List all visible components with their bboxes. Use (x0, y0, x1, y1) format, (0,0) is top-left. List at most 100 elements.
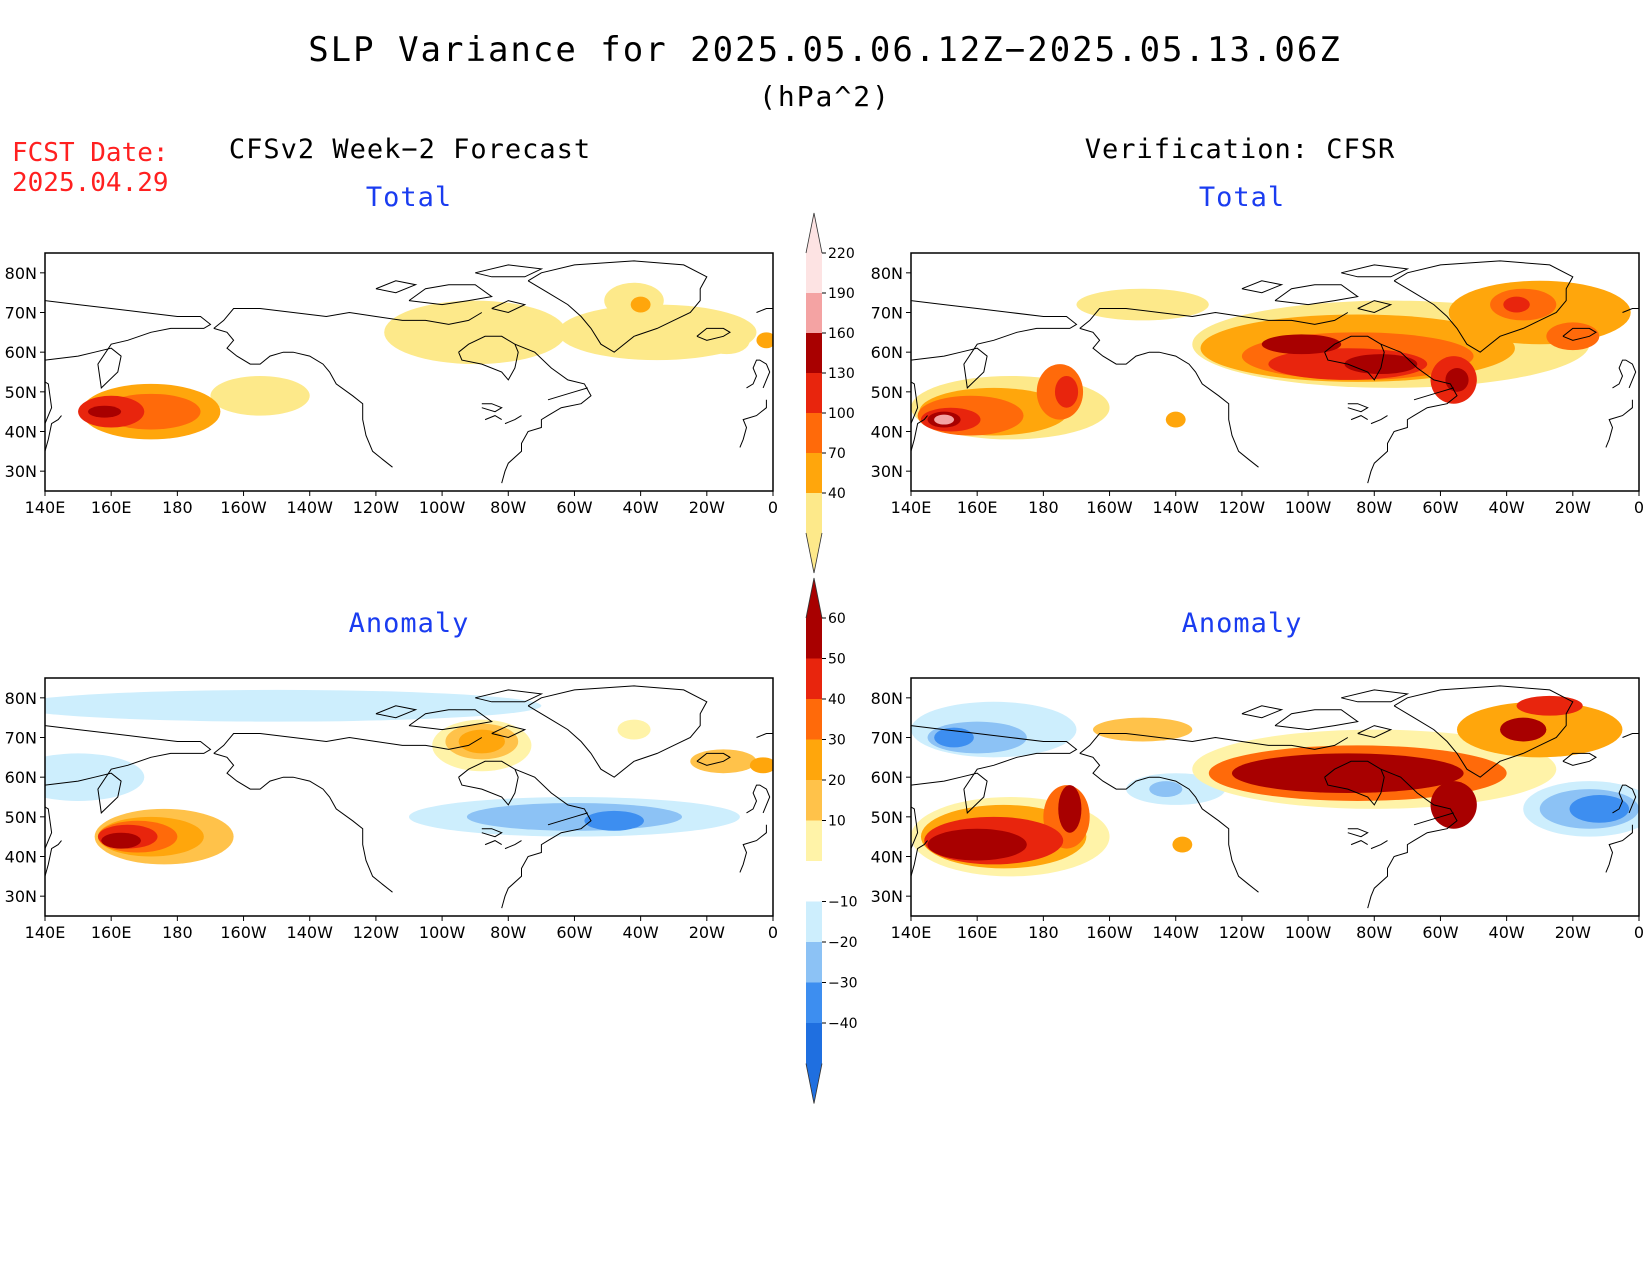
lon-label: 40W (623, 498, 659, 517)
shaded-region (1149, 781, 1183, 797)
colorbar-label: 40 (828, 692, 846, 708)
verification-column-title: Verification: CFSR (1084, 134, 1396, 165)
lon-label: 160E (957, 923, 998, 942)
coastline (45, 300, 212, 424)
verification-total-shading (911, 253, 1639, 491)
verification-total-panel: 140E 160E 180 160W 140W 120W 100W 80W 60W 40W 20W 0… (871, 252, 1644, 517)
shaded-region (1076, 288, 1209, 321)
lon-label: 80W (1356, 498, 1392, 517)
coastline (527, 260, 708, 353)
coastline (1347, 403, 1369, 413)
coastline (1324, 335, 1385, 381)
lon-label: 160W (220, 498, 267, 517)
total-colorbar-box (806, 373, 822, 413)
lon-label: 180 (1028, 498, 1059, 517)
coastline (911, 840, 928, 877)
lon-label: 140E (25, 923, 66, 942)
coastline (1079, 733, 1349, 754)
colorbar-label: 50 (828, 652, 846, 668)
colorbar-label: −20 (828, 935, 858, 951)
coastline (1370, 840, 1388, 850)
total-colorbar-box (806, 293, 822, 333)
total-colorbar-box (806, 493, 822, 533)
colorbar-label: 70 (828, 446, 846, 462)
lat-label: 70N (5, 304, 37, 323)
shaded-region (1344, 354, 1418, 374)
lon-label: 140E (25, 498, 66, 517)
lat-label: 80N (5, 689, 37, 708)
coastline (458, 760, 519, 806)
forecast-anomaly-coastlines (45, 685, 773, 909)
lat-label: 40N (871, 848, 903, 867)
coastline (1241, 280, 1284, 294)
forecast-anomaly-panel: 140E 160E 180 160W 140W 120W 100W 80W 60W 40W 20W 0… (5, 677, 778, 942)
coastline (547, 387, 588, 401)
fcst-date-block: FCST Date: 2025.04.29 (12, 138, 169, 198)
lat-label: 60N (5, 768, 37, 787)
colorbar-label: 20 (828, 773, 846, 789)
shaded-region (934, 727, 974, 748)
forecast-anomaly-shading (45, 678, 773, 916)
coastline (1605, 399, 1633, 448)
lon-label: 180 (1028, 923, 1059, 942)
verification-total-subtitle: Total (1198, 182, 1286, 213)
shaded-region (1546, 322, 1600, 351)
anomaly-colorbar-box (806, 982, 822, 1023)
anomaly-colorbar: −40 −30 −20 −10 10 20 30 40 50 60 (805, 577, 858, 1104)
lon-label: 20W (689, 923, 725, 942)
anomaly-colorbar-box (806, 618, 822, 659)
lat-label: 60N (871, 768, 903, 787)
lon-label: 60W (1422, 498, 1458, 517)
shaded-region (1569, 795, 1630, 823)
lat-label: 40N (871, 423, 903, 442)
lon-label: 180 (162, 923, 193, 942)
anomaly-colorbar-box (806, 820, 822, 861)
coastline (408, 709, 493, 731)
coastline (375, 280, 418, 294)
coastline (1274, 709, 1359, 731)
coastline (491, 300, 527, 314)
verification-anomaly-panel: 140E 160E 180 160W 140W 120W 100W 80W 60W 40W 20W 0… (871, 677, 1644, 942)
verification-anomaly-subtitle: Anomaly (1181, 608, 1303, 639)
lon-label: 0 (768, 923, 778, 942)
coastline (1350, 840, 1368, 846)
fcst-date-label: FCST Date: (12, 138, 169, 168)
coastline (45, 840, 62, 877)
colorbar-label: 30 (828, 733, 846, 749)
lon-label: 100W (419, 498, 466, 517)
coastline (1079, 308, 1349, 329)
coastline (1357, 300, 1393, 314)
coastline (911, 300, 1078, 424)
shaded-region (630, 296, 651, 313)
coastline (911, 725, 1078, 849)
lon-label: 0 (1634, 498, 1644, 517)
colorbar-label: 160 (828, 326, 855, 342)
lon-label: 100W (1285, 498, 1332, 517)
coastline (1562, 752, 1597, 766)
coastline (527, 685, 708, 778)
colorbar-label: −30 (828, 976, 858, 992)
lat-label: 30N (5, 887, 37, 906)
lat-label: 30N (5, 462, 37, 481)
coastline (481, 403, 503, 413)
coastline (213, 308, 483, 329)
lat-label: 80N (871, 264, 903, 283)
lon-label: 60W (556, 498, 592, 517)
lon-label: 140W (287, 498, 334, 517)
coastline (1367, 343, 1458, 484)
coastline (1413, 387, 1454, 401)
coastline (504, 840, 522, 850)
figure-title: SLP Variance for 2025.05.06.12Z−2025.05.… (308, 30, 1342, 70)
lon-label: 120W (1219, 498, 1266, 517)
shaded-region (1503, 296, 1530, 313)
lon-label: 80W (490, 498, 526, 517)
coastline (1241, 705, 1284, 719)
coastline (746, 784, 771, 814)
shaded-region (384, 300, 567, 365)
coastline (213, 752, 393, 893)
coastline (1612, 784, 1637, 814)
fcst-date-value: 2025.04.29 (12, 168, 169, 198)
coastline (696, 752, 731, 766)
lat-label: 50N (5, 808, 37, 827)
verification-anomaly-frame (910, 677, 1640, 917)
